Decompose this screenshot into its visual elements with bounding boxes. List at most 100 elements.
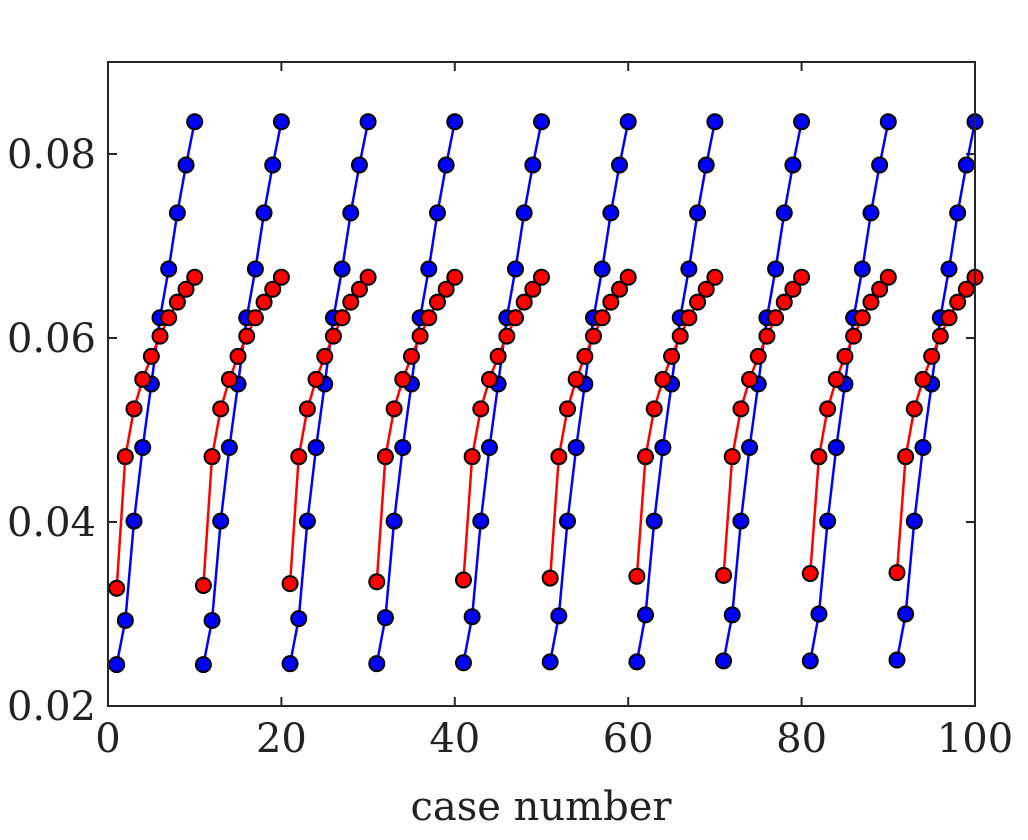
x-tick-label: 60 — [603, 716, 654, 762]
data-point — [767, 260, 785, 278]
data-point — [255, 293, 273, 311]
data-point — [680, 309, 698, 327]
series-layer — [108, 113, 984, 674]
data-point — [255, 204, 273, 222]
data-point — [689, 293, 707, 311]
y-tick-label: 0.06 — [7, 316, 96, 362]
data-point — [125, 400, 143, 418]
data-point — [810, 605, 828, 623]
data-point — [576, 347, 594, 365]
data-point — [732, 512, 750, 530]
data-point — [732, 400, 750, 418]
data-point — [281, 655, 299, 673]
data-point — [914, 370, 932, 388]
data-point — [602, 293, 620, 311]
series-2-points — [108, 268, 984, 597]
data-point — [567, 438, 585, 456]
data-point — [879, 268, 897, 286]
data-point — [706, 113, 724, 131]
data-point — [160, 260, 178, 278]
data-point — [853, 309, 871, 327]
data-point — [611, 280, 629, 298]
data-point — [376, 448, 394, 466]
data-point — [515, 204, 533, 222]
data-point — [957, 280, 975, 298]
data-point — [645, 512, 663, 530]
data-point — [723, 448, 741, 466]
data-point — [350, 156, 368, 174]
data-point — [697, 280, 715, 298]
data-point — [758, 327, 776, 345]
data-point — [463, 608, 481, 626]
data-point — [212, 400, 230, 418]
data-point — [619, 113, 637, 131]
data-point — [940, 309, 958, 327]
data-point — [888, 651, 906, 669]
data-point — [394, 438, 412, 456]
data-point — [862, 293, 880, 311]
data-point — [298, 512, 316, 530]
plot-frame — [107, 61, 976, 707]
data-point — [819, 512, 837, 530]
data-point — [116, 611, 134, 629]
data-point — [463, 448, 481, 466]
data-point — [533, 113, 550, 131]
data-point — [437, 156, 455, 174]
data-point — [680, 260, 698, 278]
data-point — [957, 156, 975, 174]
data-point — [420, 260, 438, 278]
data-point — [333, 260, 351, 278]
data-point — [402, 347, 420, 365]
data-point — [940, 260, 958, 278]
data-point — [506, 260, 524, 278]
data-point — [108, 656, 126, 674]
data-point — [428, 293, 446, 311]
data-point — [238, 327, 256, 345]
data-point — [411, 327, 429, 345]
data-point — [437, 280, 455, 298]
data-point — [697, 156, 715, 174]
data-point — [177, 156, 195, 174]
data-point — [715, 652, 733, 670]
data-point — [619, 268, 637, 286]
data-point — [515, 293, 533, 311]
data-point — [949, 204, 967, 222]
data-point — [827, 438, 845, 456]
data-point — [203, 611, 221, 629]
data-point — [134, 370, 152, 388]
data-point — [741, 438, 759, 456]
data-point — [142, 347, 160, 365]
data-point — [281, 575, 299, 593]
data-point — [446, 113, 464, 131]
data-point — [585, 327, 603, 345]
data-point — [298, 400, 316, 418]
data-point — [888, 564, 906, 582]
data-point — [914, 438, 932, 456]
data-point — [359, 113, 377, 131]
data-point — [671, 327, 689, 345]
data-point — [203, 448, 221, 466]
data-point — [593, 260, 611, 278]
data-point — [723, 606, 741, 624]
data-point — [628, 567, 646, 585]
data-point — [524, 156, 542, 174]
data-point — [116, 448, 134, 466]
data-point — [290, 610, 308, 628]
data-point — [654, 370, 672, 388]
data-point — [229, 347, 247, 365]
data-point — [333, 309, 351, 327]
data-point — [871, 156, 889, 174]
data-point — [567, 370, 585, 388]
data-point — [446, 268, 464, 286]
data-point — [654, 438, 672, 456]
data-point — [350, 280, 368, 298]
data-point — [602, 204, 620, 222]
data-point — [264, 156, 282, 174]
data-point — [307, 370, 325, 388]
data-point — [454, 654, 472, 672]
tick-labels: 0 20 40 60 80 100 0.02 0.04 0.06 0.08 — [7, 132, 1013, 762]
data-point — [749, 347, 767, 365]
data-point — [593, 309, 611, 327]
data-point — [472, 400, 490, 418]
